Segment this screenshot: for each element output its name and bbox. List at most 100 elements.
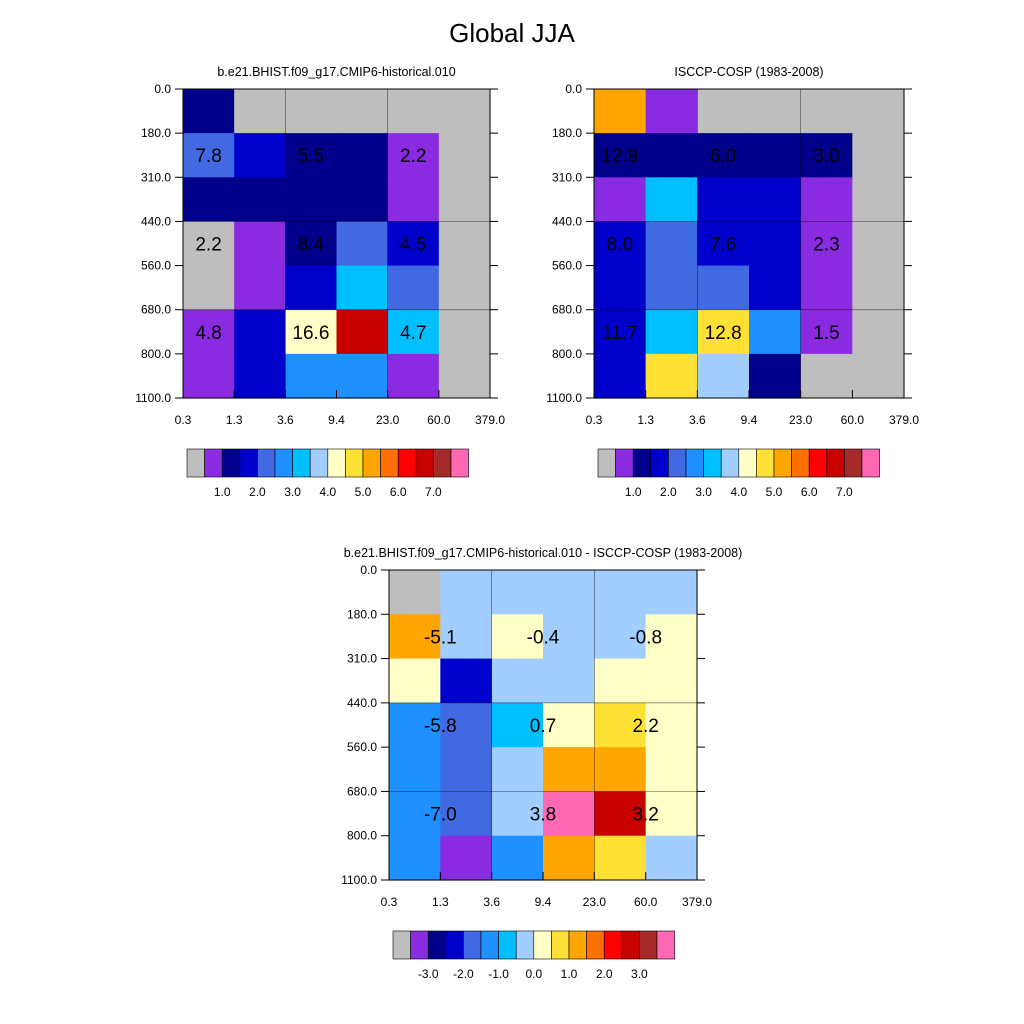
- heatmap-cell: [387, 265, 440, 311]
- heatmap-cell: [491, 791, 544, 837]
- colorbar-label: 3.0: [695, 485, 712, 499]
- heatmap-cell: [438, 177, 491, 223]
- heatmap-cell: [645, 133, 698, 178]
- cell-value-label: 16.6: [292, 323, 329, 344]
- heatmap-cell: [645, 221, 698, 267]
- heatmap-cell: [336, 89, 389, 134]
- heatmap-cell: [491, 570, 544, 615]
- heatmap-cell: [697, 353, 750, 399]
- colorbar-swatch: [533, 930, 552, 960]
- heatmap-cell: [491, 658, 544, 704]
- colorbar-swatch: [586, 930, 605, 960]
- colorbar-label: 1.0: [214, 485, 231, 499]
- heatmap-cell: [749, 221, 802, 267]
- cell-value-label: 2.2: [632, 716, 658, 737]
- x-tick-label: 9.4: [328, 413, 345, 427]
- heatmap-cell: [697, 265, 750, 311]
- heatmap-cell: [183, 177, 235, 223]
- y-tick-label: 180.0: [552, 126, 582, 140]
- heatmap-cell: [749, 353, 802, 399]
- heatmap-cell: [852, 89, 905, 134]
- colorbar-swatch: [615, 448, 634, 478]
- heatmap-cell: [440, 702, 493, 748]
- colorbar-swatch: [257, 448, 276, 478]
- heatmap-cell: [543, 702, 595, 748]
- x-tick-label: 1.3: [226, 413, 243, 427]
- heatmap-cell: [645, 89, 698, 134]
- heatmap-cell: [543, 835, 595, 881]
- heatmap-cell: [438, 265, 491, 311]
- cell-value-label: -0.4: [527, 627, 560, 648]
- colorbar-label: -3.0: [418, 967, 439, 981]
- heatmap-cell: [234, 133, 286, 178]
- cell-value-label: 4.5: [400, 235, 426, 256]
- heatmap-cell: [387, 221, 440, 267]
- colorbar-label: 7.0: [836, 485, 853, 499]
- heatmap-cell: [697, 309, 750, 355]
- heatmap-cell: [389, 835, 441, 881]
- colorbar-label: 6.0: [801, 485, 818, 499]
- colorbar-swatch: [463, 930, 482, 960]
- heatmap-cell: [645, 702, 698, 748]
- heatmap-cell: [387, 177, 440, 223]
- cell-value-label: 7.8: [195, 146, 221, 167]
- colorbar-swatch: [309, 448, 329, 478]
- y-tick-label: 560.0: [141, 259, 171, 273]
- x-tick-label: 379.0: [682, 895, 712, 909]
- heatmap-cell: [594, 309, 647, 355]
- colorbar-swatch: [204, 448, 223, 478]
- colorbar-swatch: [327, 448, 346, 478]
- heatmap-cell: [594, 353, 647, 399]
- y-tick-label: 310.0: [347, 652, 377, 666]
- y-tick-label: 180.0: [141, 126, 171, 140]
- colorbar-label: 5.0: [355, 485, 372, 499]
- y-tick-label: 440.0: [347, 696, 377, 710]
- y-tick-label: 0.0: [360, 563, 377, 577]
- heatmap-cell: [645, 658, 698, 704]
- x-tick-label: 3.6: [689, 413, 706, 427]
- heatmap-cell: [645, 835, 698, 881]
- cell-value-label: 5.5: [298, 146, 324, 167]
- colorbar-swatch: [738, 448, 757, 478]
- cell-value-label: 8.4: [298, 235, 325, 256]
- colorbar-swatch: [515, 930, 535, 960]
- cell-value-label: 7.6: [710, 235, 736, 256]
- x-tick-label: 9.4: [535, 895, 552, 909]
- colorbar-swatch: [791, 448, 810, 478]
- x-tick-label: 1.3: [637, 413, 654, 427]
- y-tick-label: 440.0: [552, 214, 582, 228]
- heatmap-cell: [285, 353, 338, 399]
- colorbar-label: 2.0: [596, 967, 613, 981]
- x-tick-label: 23.0: [789, 413, 813, 427]
- heatmap-cell: [440, 614, 493, 660]
- heatmap-cell: [234, 265, 286, 311]
- colorbar-swatch: [292, 448, 311, 478]
- figure-title: Global JJA: [449, 18, 575, 48]
- heatmap-cell: [336, 133, 389, 178]
- colorbar-swatch: [239, 448, 258, 478]
- heatmap-cell: [336, 177, 389, 223]
- colorbar-label: 2.0: [660, 485, 677, 499]
- heatmap-cell: [438, 353, 491, 399]
- heatmap-cell: [285, 221, 338, 267]
- y-tick-label: 0.0: [154, 82, 171, 96]
- colorbar-swatch: [480, 930, 499, 960]
- x-tick-label: 9.4: [741, 413, 758, 427]
- colorbar-label: 7.0: [425, 485, 442, 499]
- cell-value-label: 2.2: [195, 235, 221, 256]
- cell-value-label: 4.7: [400, 323, 426, 344]
- colorbar-label: 0.0: [525, 967, 542, 981]
- heatmap-cell: [645, 570, 698, 615]
- heatmap-cell: [594, 658, 647, 704]
- colorbar-label: -1.0: [488, 967, 509, 981]
- heatmap-cell: [749, 177, 802, 223]
- y-tick-label: 680.0: [141, 303, 171, 317]
- y-tick-label: 560.0: [347, 740, 377, 754]
- colorbar-swatch: [392, 930, 411, 960]
- cell-value-label: 12.8: [705, 323, 742, 344]
- heatmap-cell: [285, 309, 338, 355]
- cell-value-label: -5.1: [424, 627, 457, 648]
- cell-value-label: 3.2: [632, 805, 658, 826]
- colorbar-swatch: [756, 448, 775, 478]
